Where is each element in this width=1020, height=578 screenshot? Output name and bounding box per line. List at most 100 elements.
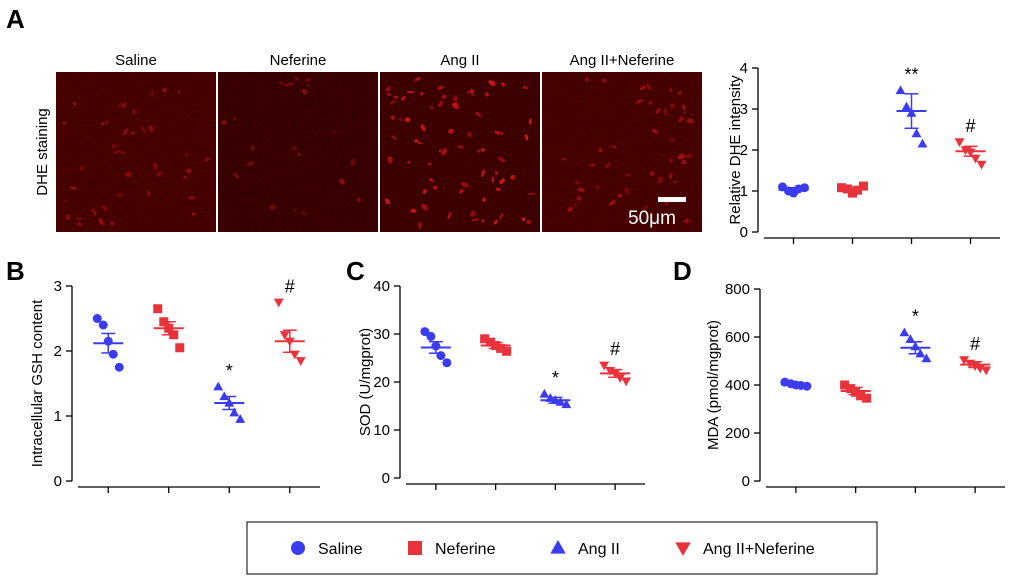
- column-label-saline: Saline: [115, 52, 157, 69]
- stained-nucleus: [147, 190, 150, 196]
- stained-nucleus: [118, 102, 123, 108]
- stained-nucleus: [522, 85, 528, 90]
- group-triangle-down: #: [959, 334, 992, 376]
- stained-nucleus: [391, 135, 397, 141]
- stained-nucleus: [110, 221, 115, 226]
- y-axis-label: MDA (pmol/mgprot): [705, 320, 722, 450]
- data-point: [502, 346, 512, 356]
- data-point: [621, 377, 632, 387]
- stained-nucleus: [221, 120, 227, 126]
- stained-nucleus: [457, 145, 465, 149]
- stained-nucleus: [422, 188, 427, 195]
- stained-nucleus: [278, 80, 286, 86]
- stained-nucleus: [605, 162, 612, 169]
- stained-nucleus: [420, 124, 426, 132]
- stained-nucleus: [384, 198, 391, 205]
- stained-nucleus: [480, 148, 485, 152]
- data-point: [615, 374, 626, 383]
- legend-marker: [550, 539, 566, 554]
- stained-nucleus: [406, 91, 415, 94]
- stained-nucleus: [448, 128, 454, 134]
- stained-nucleus: [438, 100, 444, 108]
- stained-nucleus: [79, 165, 84, 171]
- group-triangle-up: *: [539, 368, 572, 409]
- data-point: [273, 298, 284, 308]
- data-point: [911, 128, 922, 138]
- stained-nucleus: [525, 133, 529, 141]
- group-circle: [420, 327, 452, 368]
- y-tick-label: 3: [740, 101, 748, 118]
- y-axis-label: Relative DHE intensity: [727, 75, 744, 225]
- data-point: [837, 183, 846, 193]
- stained-nucleus: [497, 131, 504, 135]
- stained-nucleus: [111, 143, 117, 149]
- stained-nucleus: [339, 179, 345, 185]
- legend-item: Saline: [291, 541, 363, 558]
- significance-mark: *: [226, 361, 233, 381]
- group-triangle-down: #: [599, 339, 632, 387]
- stained-nucleus: [491, 176, 495, 183]
- column-label-angii-neferine: Ang II+Neferine: [570, 52, 675, 69]
- group-square: [837, 181, 868, 198]
- stained-nucleus: [673, 180, 677, 184]
- stained-nucleus: [393, 95, 399, 99]
- stained-nucleus: [437, 85, 444, 90]
- stained-nucleus: [233, 117, 236, 121]
- group-square: [840, 380, 872, 403]
- stained-nucleus: [291, 146, 298, 151]
- stained-nucleus: [387, 92, 391, 97]
- stained-nucleus: [117, 192, 122, 197]
- stained-nucleus: [102, 205, 108, 212]
- stained-nucleus: [562, 157, 566, 161]
- group-circle: [780, 377, 812, 391]
- stained-nucleus: [670, 103, 676, 109]
- data-point: [899, 327, 910, 337]
- stained-nucleus: [124, 172, 132, 178]
- stained-nucleus: [441, 94, 447, 99]
- stained-nucleus: [191, 212, 196, 216]
- column-label-neferine: Neferine: [270, 52, 327, 69]
- stained-nucleus: [113, 150, 120, 154]
- significance-mark: *: [912, 307, 919, 327]
- stained-nucleus: [657, 176, 664, 184]
- data-point: [917, 138, 928, 148]
- data-point: [539, 388, 550, 398]
- stained-nucleus: [417, 141, 422, 145]
- stained-nucleus: [669, 173, 673, 180]
- stained-nucleus: [77, 221, 82, 227]
- y-tick-label: 1: [54, 408, 62, 425]
- stained-nucleus: [429, 106, 434, 110]
- significance-mark: #: [965, 116, 975, 136]
- stained-nucleus: [246, 160, 255, 167]
- legend-item: Ang II+Neferine: [675, 541, 815, 558]
- stained-nucleus: [387, 156, 393, 164]
- legend-box: [246, 521, 878, 575]
- stained-nucleus: [69, 186, 77, 190]
- significance-mark: #: [610, 339, 620, 359]
- y-tick-label: 40: [373, 278, 390, 295]
- y-tick-label: 200: [725, 425, 750, 442]
- significance-mark: #: [970, 334, 980, 354]
- stained-nucleus: [475, 111, 482, 117]
- stained-nucleus: [577, 187, 585, 192]
- stained-nucleus: [122, 128, 129, 136]
- stained-nucleus: [414, 77, 422, 82]
- group-circle: [778, 182, 809, 198]
- stained-nucleus: [301, 211, 306, 215]
- stained-nucleus: [682, 104, 686, 111]
- group-square: [480, 334, 512, 356]
- data-point: [98, 320, 108, 330]
- data-point: [426, 331, 436, 341]
- y-tick-label: 2: [54, 343, 62, 360]
- scale-bar-label: 50μm: [628, 208, 676, 229]
- stained-nucleus: [150, 90, 154, 97]
- y-tick-label: 400: [725, 377, 750, 394]
- y-tick-label: 4: [740, 60, 748, 77]
- data-point: [856, 391, 866, 401]
- stained-nucleus: [304, 78, 311, 82]
- stained-nucleus: [669, 88, 673, 92]
- stained-nucleus: [433, 185, 438, 190]
- stained-nucleus: [494, 130, 500, 135]
- stained-nucleus: [73, 101, 77, 107]
- data-point: [859, 181, 868, 191]
